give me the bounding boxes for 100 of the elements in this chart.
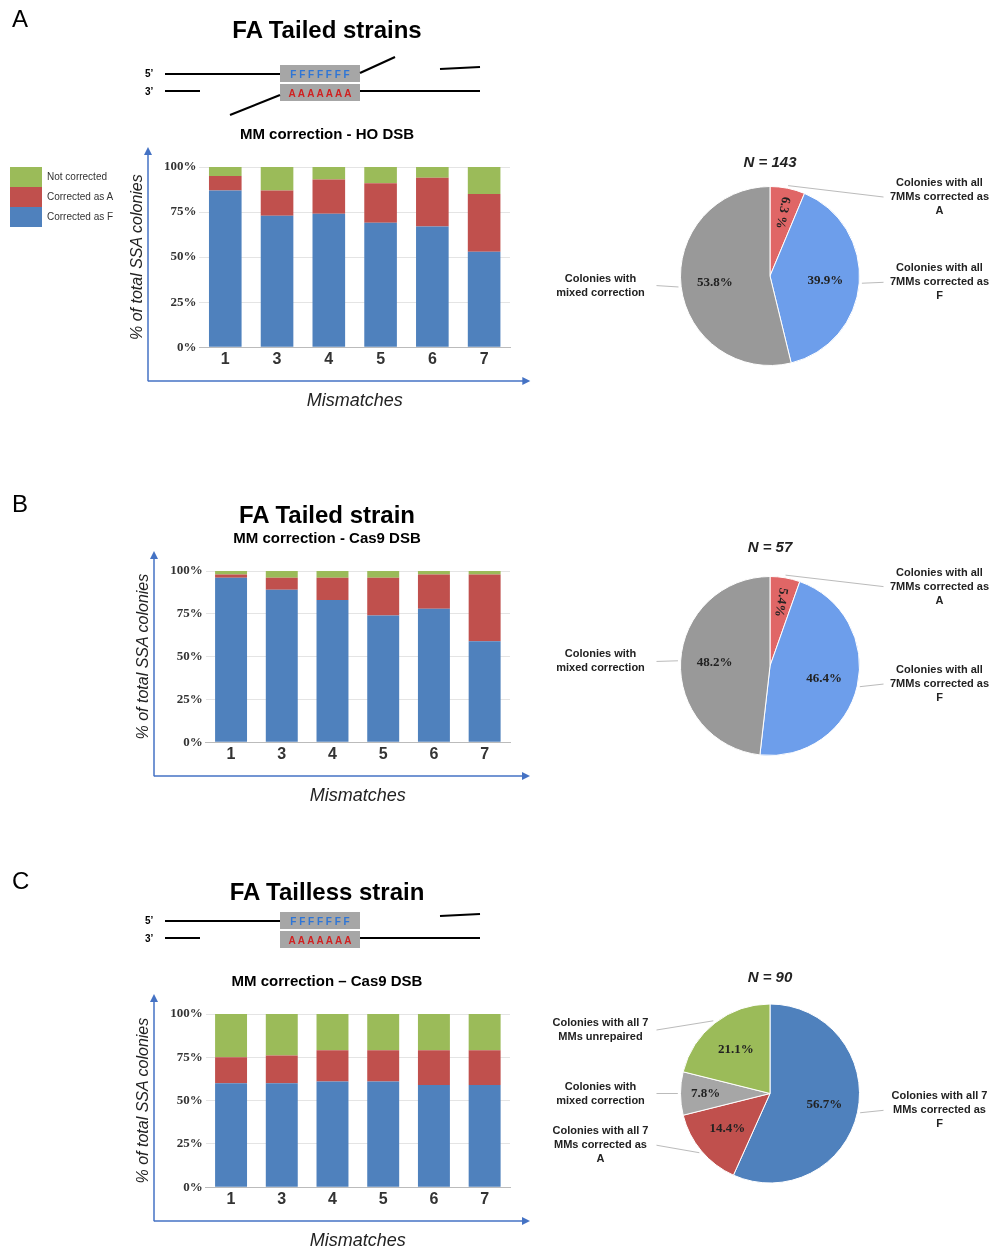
x-tick-label: 4 (324, 350, 334, 368)
chart-title: FA Tailed strains (231, 16, 423, 44)
x-tick-label: 6 (429, 745, 439, 763)
bar (364, 167, 397, 184)
y-tick-label: 50% (176, 1091, 203, 1107)
bar (316, 600, 349, 742)
data-label: 14.4% (709, 1120, 746, 1136)
bar (265, 1083, 298, 1187)
y-tick-label: 100% (170, 562, 203, 578)
bar (367, 1050, 400, 1082)
y-tick-label: 100% (170, 1005, 203, 1021)
y-tick-label: 25% (170, 293, 197, 309)
data-label: 5.4% (772, 587, 792, 619)
x-tick-label: 4 (328, 1190, 338, 1208)
bar (416, 226, 449, 347)
bar (316, 1050, 349, 1082)
bar (417, 574, 450, 609)
bar (312, 213, 346, 347)
bar (265, 571, 298, 578)
bar (467, 167, 501, 195)
bar (468, 1050, 501, 1086)
x-tick-label: 6 (429, 1190, 439, 1208)
chart-title: N = 143 (743, 153, 798, 171)
slice-label: Colonies with all 7 MMs corrected as F (891, 1089, 988, 1130)
y-tick-label: 25% (176, 1135, 203, 1151)
x-axis-title: Mismatches (309, 785, 406, 806)
x-tick-label: 3 (272, 350, 282, 368)
bar (208, 176, 242, 191)
x-tick-label: 3 (277, 745, 287, 763)
data-label: 21.1% (717, 1041, 754, 1057)
y-axis-title: % of total SSA colonies (127, 174, 145, 340)
bar (416, 167, 449, 178)
y-tick-label: 0% (183, 1178, 203, 1194)
slice-label: Colonies with all 7MMs corrected as F (889, 261, 990, 302)
y-tick-label: 0% (183, 733, 203, 749)
slice-label: Colonies with all 7MMs corrected as A (889, 565, 990, 606)
x-tick-label: 3 (277, 1190, 287, 1208)
legend-label: Not corrected (47, 170, 108, 182)
y-tick-label: 75% (170, 203, 197, 219)
slice-label: Colonies with mixed correction (556, 1079, 646, 1106)
bar (265, 1055, 298, 1084)
x-tick-label: 5 (378, 1190, 388, 1208)
bar (364, 183, 397, 223)
chart-title: N = 57 (747, 538, 793, 556)
bar (468, 1085, 501, 1187)
bar (367, 615, 400, 742)
bar (417, 1014, 450, 1051)
x-tick-label: 7 (479, 350, 489, 368)
bar (260, 167, 294, 191)
data-label: 46.4% (806, 669, 842, 685)
data-label: 7.8% (690, 1084, 721, 1100)
bar (364, 222, 397, 347)
bar (208, 190, 242, 347)
text: C (12, 867, 30, 895)
data-label: 48.2% (696, 654, 733, 670)
bar (468, 574, 501, 642)
x-tick-label: 1 (220, 350, 230, 368)
text: A (12, 5, 29, 33)
x-tick-label: 7 (480, 745, 490, 763)
bar (312, 179, 346, 214)
x-tick-label: 6 (427, 350, 437, 368)
chart-subtitle: MM correction – Cas9 DSB (230, 972, 424, 989)
legend-label: Corrected as F (47, 210, 114, 222)
data-label: 56.7% (806, 1096, 843, 1112)
chart-title: FA Tailed strain (237, 501, 416, 529)
bar (260, 190, 294, 216)
y-axis-title: % of total SSA colonies (134, 1017, 152, 1184)
slice-label: Colonies with all 7MMs corrected as F (889, 663, 990, 704)
bar (215, 1083, 248, 1187)
bar (316, 571, 349, 578)
bar (468, 1014, 501, 1051)
slice-label: Colonies with all 7 MMs unrepaired (552, 1016, 649, 1043)
bar (260, 215, 294, 347)
y-tick-label: 0% (176, 338, 197, 354)
data-label: 39.9% (807, 271, 844, 287)
x-tick-label: 4 (328, 745, 338, 763)
bar (417, 1085, 450, 1187)
slice-label: Colonies with mixed correction (556, 271, 646, 298)
x-tick-label: 1 (226, 1190, 236, 1208)
x-tick-label: 1 (226, 745, 236, 763)
bar (367, 577, 400, 616)
bar (367, 1081, 400, 1187)
x-tick-label: 5 (376, 350, 386, 368)
bar (316, 1014, 349, 1051)
bar (417, 608, 450, 742)
y-tick-label: 100% (163, 158, 197, 174)
y-tick-label: 50% (176, 647, 203, 663)
bar (265, 1014, 298, 1056)
text: B (12, 490, 29, 518)
y-tick-label: 25% (176, 690, 203, 706)
slice-label: Colonies with all 7 MMs corrected as A (552, 1124, 649, 1165)
bar (468, 641, 501, 742)
data-label: 53.8% (697, 273, 733, 289)
bar (367, 571, 400, 578)
y-tick-label: 75% (176, 1048, 203, 1064)
bar (265, 577, 298, 590)
data-label: 6.3 % (773, 195, 795, 231)
y-tick-label: 50% (170, 248, 197, 264)
bar (215, 1057, 248, 1084)
x-tick-label: 5 (378, 745, 388, 763)
